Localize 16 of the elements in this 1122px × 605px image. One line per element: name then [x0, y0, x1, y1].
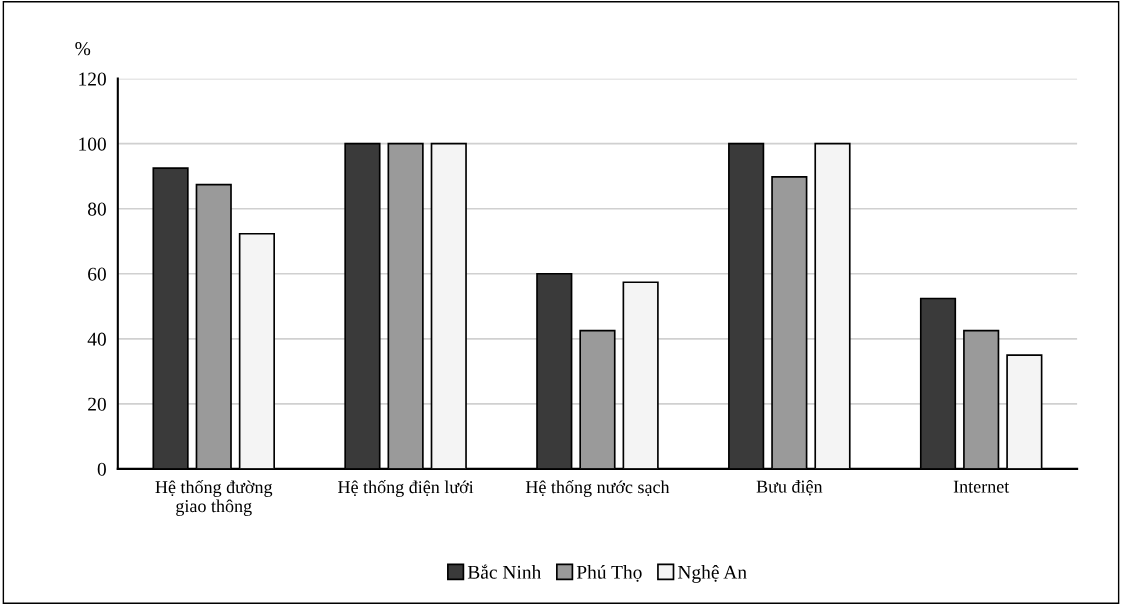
x-tick-label: Hệ thống điện lưới — [338, 479, 474, 497]
y-tick-label: 0 — [97, 462, 106, 476]
legend-label: Bắc Ninh — [467, 564, 542, 579]
legend-label: Nghệ An — [677, 565, 747, 583]
y-tick-label: 60 — [88, 267, 106, 281]
legend-label: Phú Thọ — [576, 565, 642, 582]
y-tick-label: 20 — [88, 397, 106, 411]
x-tick-label: Bưu điện — [756, 479, 823, 496]
x-tick-label: Hệ thống đường giao thông — [155, 479, 273, 516]
y-tick-label: 40 — [87, 332, 106, 346]
y-tick-label: 100 — [79, 137, 106, 151]
y-tick-label: 120 — [79, 72, 106, 86]
x-tick-label: Hệ thống nước sạch — [525, 479, 670, 497]
y-axis-title: % — [75, 42, 91, 56]
y-tick-label: 80 — [88, 202, 106, 216]
x-tick-label: Internet — [953, 480, 1010, 493]
